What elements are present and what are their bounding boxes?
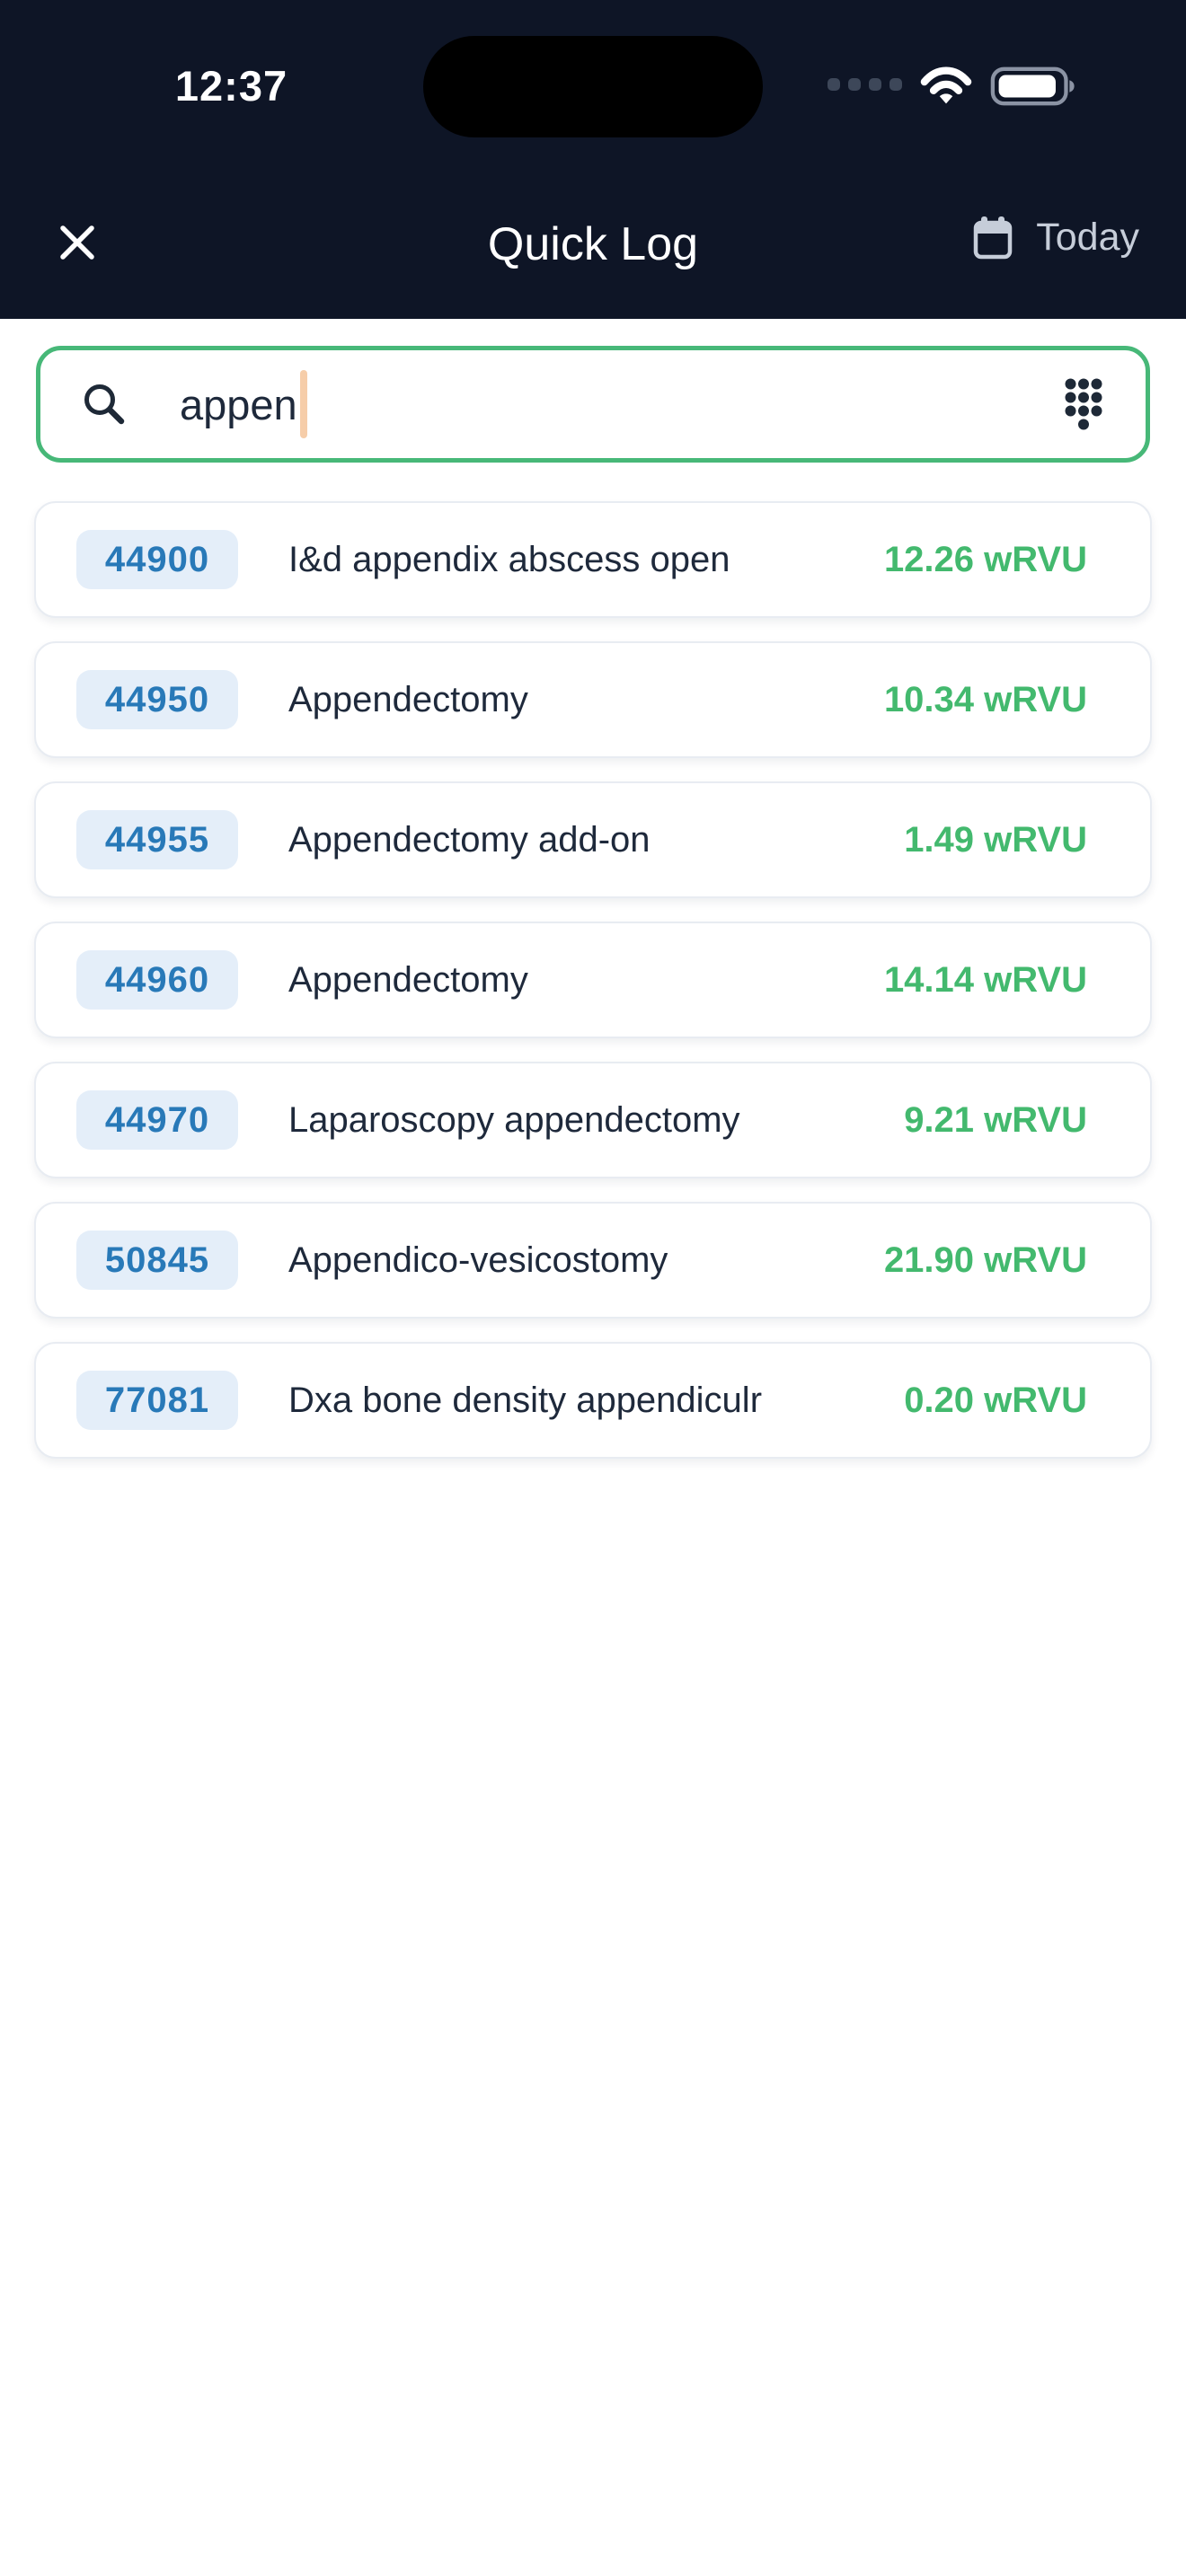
date-selector-button[interactable]: Today xyxy=(973,216,1139,260)
procedure-result-row[interactable]: 44900 I&d appendix abscess open 12.26 wR… xyxy=(34,501,1152,618)
cpt-code: 44970 xyxy=(104,1099,210,1140)
cpt-code-badge: 44970 xyxy=(76,1090,238,1150)
wrvu-value: 0.20 wRVU xyxy=(904,1380,1087,1420)
cellular-signal-dots-icon xyxy=(828,78,902,94)
cpt-code: 44960 xyxy=(104,959,210,1000)
wrvu-value: 9.21 wRVU xyxy=(904,1099,1087,1140)
status-time: 12:37 xyxy=(174,62,288,110)
procedure-result-row[interactable]: 44970 Laparoscopy appendectomy 9.21 wRVU xyxy=(34,1062,1152,1178)
header: 12:37 xyxy=(0,0,1186,319)
procedure-description: Appendectomy xyxy=(288,679,528,719)
close-icon xyxy=(57,222,98,263)
cpt-code: 77081 xyxy=(104,1380,210,1420)
cpt-code-badge: 44950 xyxy=(76,670,238,729)
dynamic-island xyxy=(423,36,763,137)
close-button[interactable] xyxy=(52,217,102,268)
cpt-code: 44950 xyxy=(104,679,210,719)
procedure-description: Dxa bone density appendiculr xyxy=(288,1380,763,1420)
wrvu-value: 12.26 wRVU xyxy=(883,539,1087,579)
page-title: Quick Log xyxy=(487,218,699,270)
cpt-code-badge: 44960 xyxy=(76,950,238,1010)
keypad-icon xyxy=(1065,378,1102,430)
cpt-code: 44900 xyxy=(104,539,210,579)
cpt-code-badge: 77081 xyxy=(76,1371,238,1430)
procedure-result-row[interactable]: 44960 Appendectomy 14.14 wRVU xyxy=(34,922,1152,1038)
calendar-icon xyxy=(973,216,1013,260)
procedure-description: Laparoscopy appendectomy xyxy=(288,1099,740,1140)
procedure-description: Appendectomy add-on xyxy=(288,819,651,860)
procedure-result-row[interactable]: 44950 Appendectomy 10.34 wRVU xyxy=(34,641,1152,758)
procedure-result-row[interactable]: 44955 Appendectomy add-on 1.49 wRVU xyxy=(34,781,1152,898)
procedure-description: Appendectomy xyxy=(288,959,528,1000)
wrvu-value: 14.14 wRVU xyxy=(883,959,1087,1000)
cpt-code-badge: 44900 xyxy=(76,530,238,589)
procedure-description: I&d appendix abscess open xyxy=(288,539,730,579)
wifi-icon xyxy=(920,66,972,106)
date-selector-label: Today xyxy=(1036,216,1139,259)
procedure-description: Appendico-vesicostomy xyxy=(288,1239,668,1280)
wrvu-value: 21.90 wRVU xyxy=(883,1239,1087,1280)
status-icons xyxy=(828,65,1076,108)
keypad-toggle-button[interactable] xyxy=(1065,378,1102,430)
search-input[interactable]: appen xyxy=(36,346,1150,463)
search-icon xyxy=(81,381,128,428)
cpt-code: 50845 xyxy=(104,1239,210,1280)
results-list: 44900 I&d appendix abscess open 12.26 wR… xyxy=(34,501,1152,1459)
cpt-code: 44955 xyxy=(104,819,210,860)
wrvu-value: 10.34 wRVU xyxy=(883,679,1087,719)
procedure-result-row[interactable]: 77081 Dxa bone density appendiculr 0.20 … xyxy=(34,1342,1152,1459)
text-cursor xyxy=(299,370,307,438)
procedure-result-row[interactable]: 50845 Appendico-vesicostomy 21.90 wRVU xyxy=(34,1202,1152,1319)
cpt-code-badge: 44955 xyxy=(76,810,238,869)
search-input-value: appen xyxy=(180,380,297,428)
cpt-code-badge: 50845 xyxy=(76,1231,238,1290)
wrvu-value: 1.49 wRVU xyxy=(904,819,1087,860)
battery-icon xyxy=(990,65,1076,108)
